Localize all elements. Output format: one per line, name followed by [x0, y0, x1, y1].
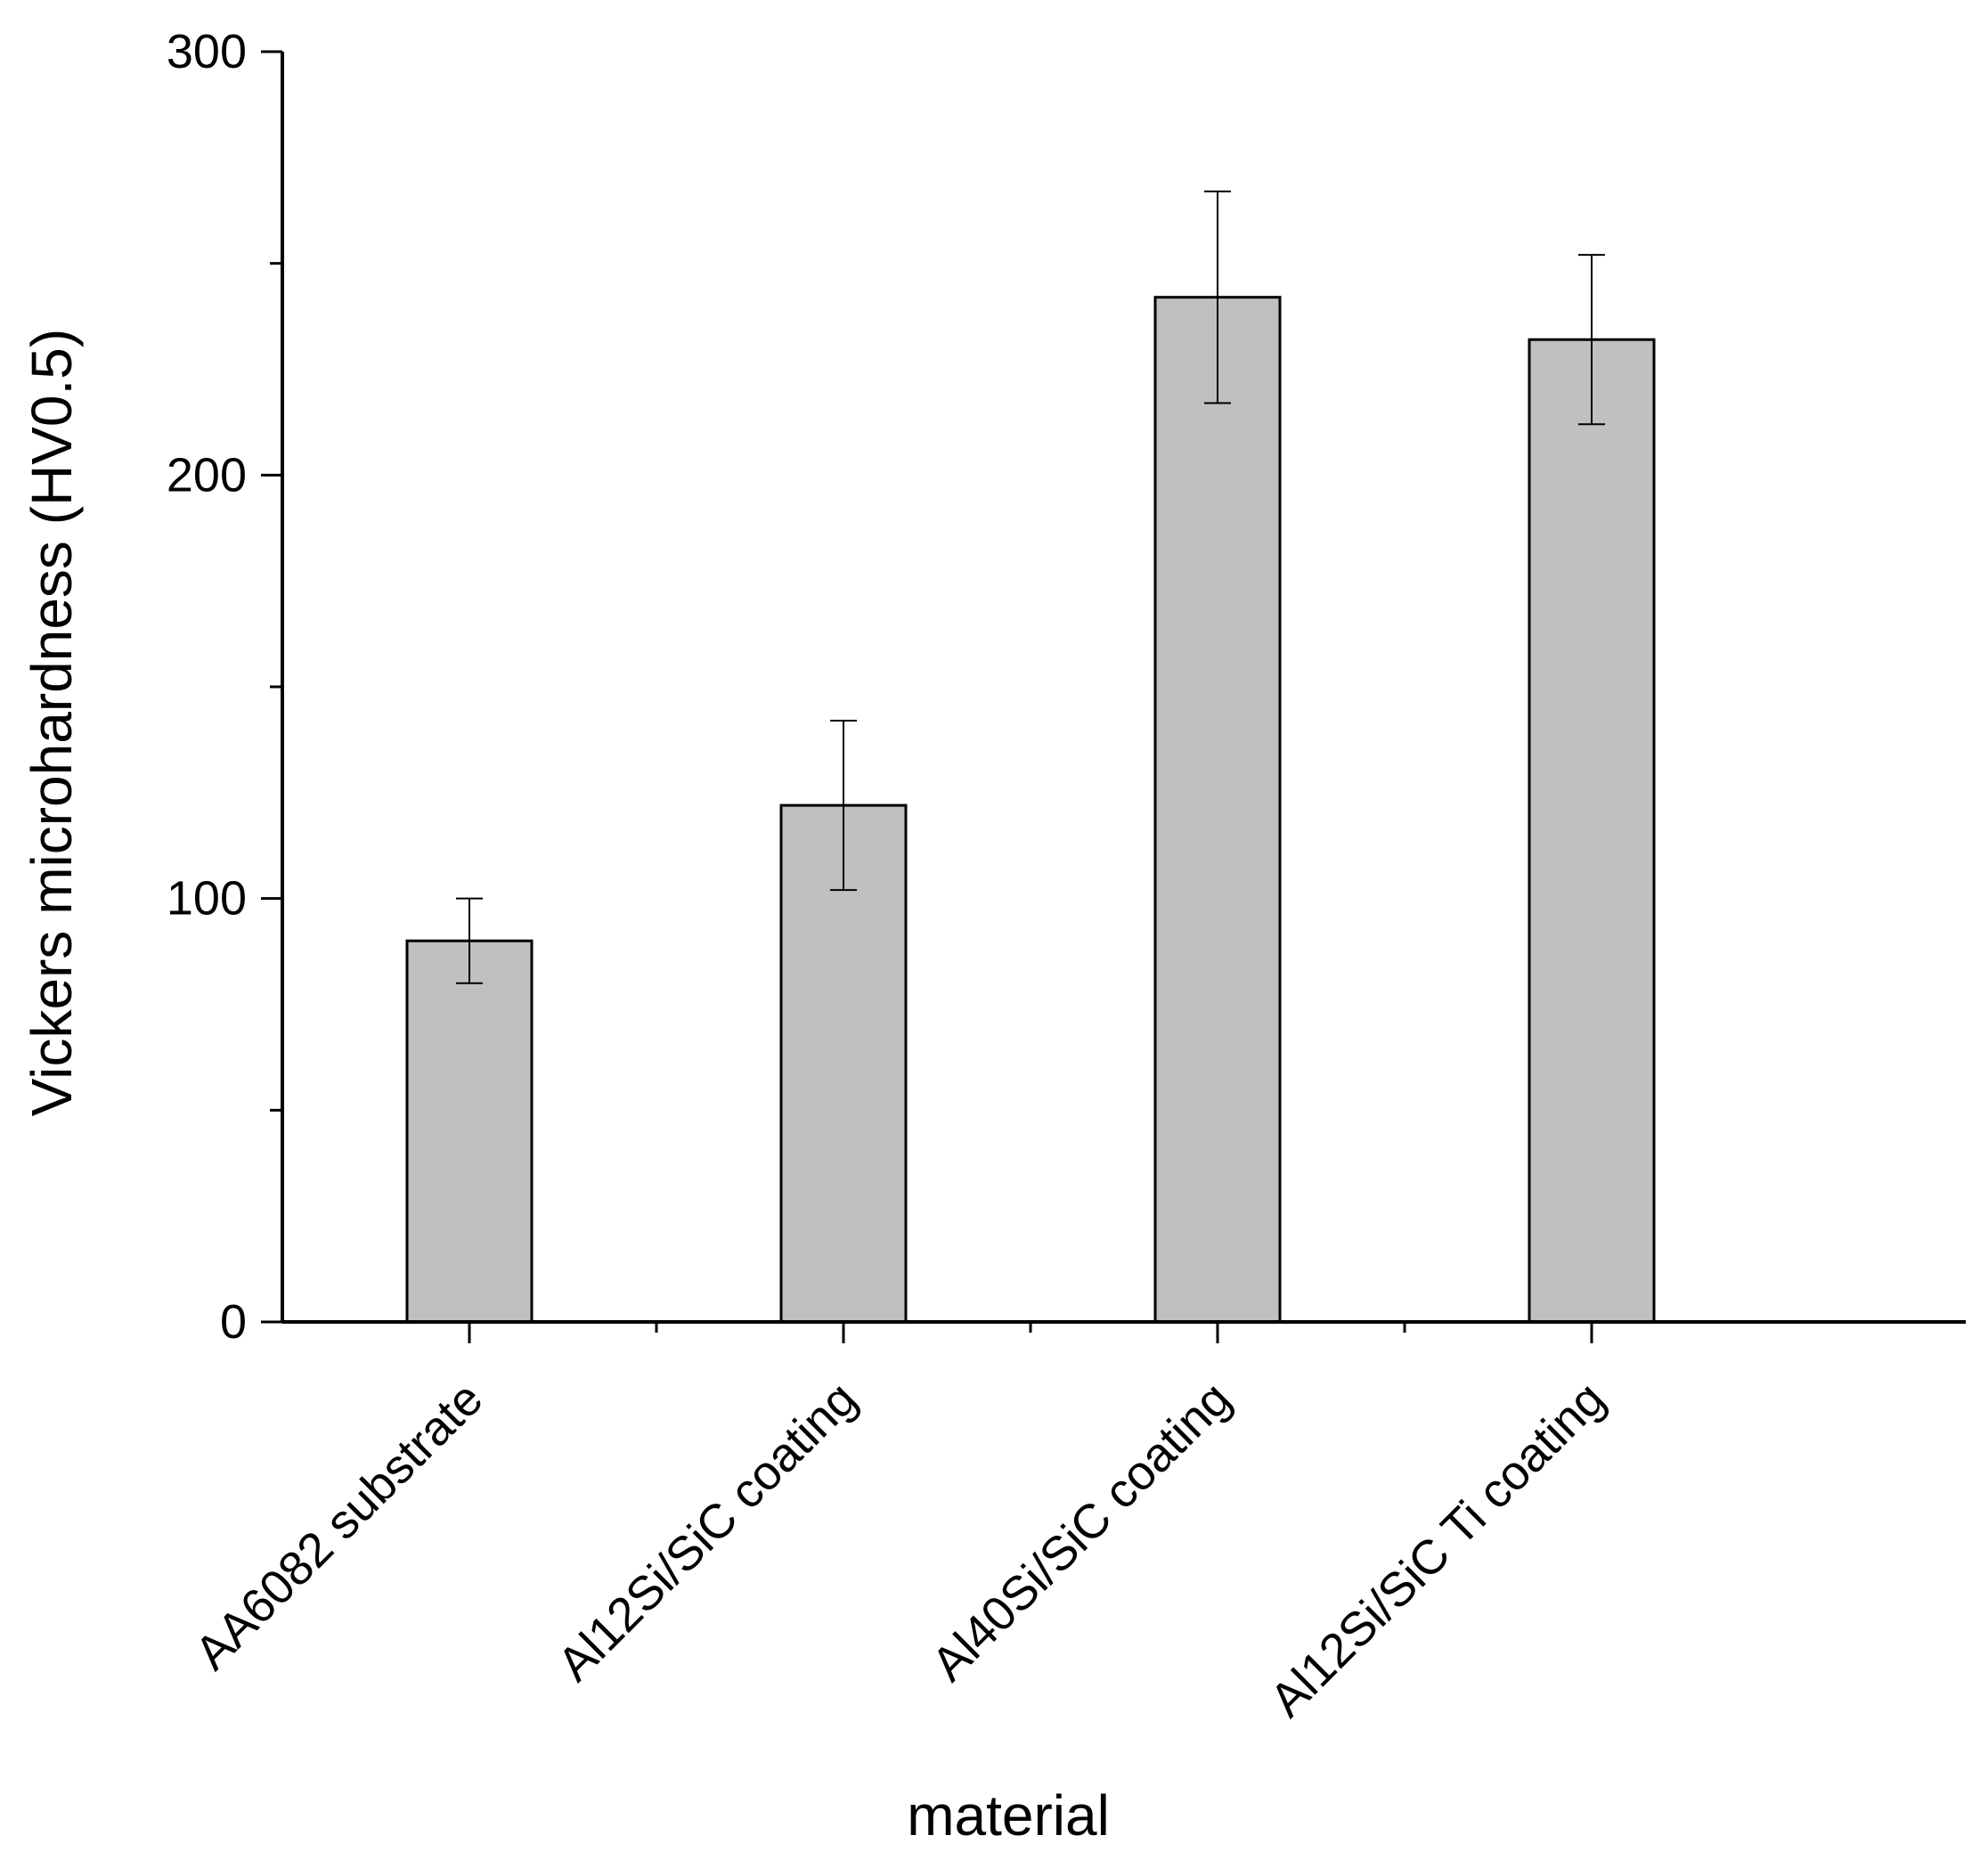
error-bar-2 — [1204, 190, 1231, 404]
bars-layer — [405, 296, 1656, 1324]
x-tick-label: AA6082 substrate — [185, 1372, 493, 1680]
y-axis-title: Vickers microhardness (HV0.5) — [20, 329, 84, 1116]
y-tick-label: 200 — [167, 448, 247, 502]
bar-1 — [779, 803, 908, 1324]
x-tick-label: Al12Si/SiC Ti coating — [1260, 1372, 1616, 1727]
axes-layer — [281, 52, 1966, 1324]
y-ticks-layer: 0 100 200 300 — [167, 25, 282, 1349]
x-ticks-layer: AA6082 substrate Al12Si/SiC coating Al40Si… — [185, 1322, 1616, 1727]
bar-2 — [1153, 296, 1282, 1324]
x-tick-label: Al40Si/SiC coating — [922, 1372, 1242, 1692]
error-bar-0 — [456, 897, 483, 984]
x-tick-label: Al12Si/SiC coating — [548, 1372, 868, 1692]
x-axis-title: material — [907, 1783, 1110, 1847]
y-tick-label: 300 — [167, 25, 247, 78]
bar-3 — [1528, 338, 1656, 1324]
bar-0 — [405, 939, 534, 1324]
y-tick-label: 100 — [167, 872, 247, 926]
error-bar-1 — [830, 720, 857, 892]
error-bars-layer — [456, 190, 1605, 984]
y-tick-label: 0 — [220, 1295, 247, 1349]
error-bar-3 — [1578, 254, 1605, 426]
